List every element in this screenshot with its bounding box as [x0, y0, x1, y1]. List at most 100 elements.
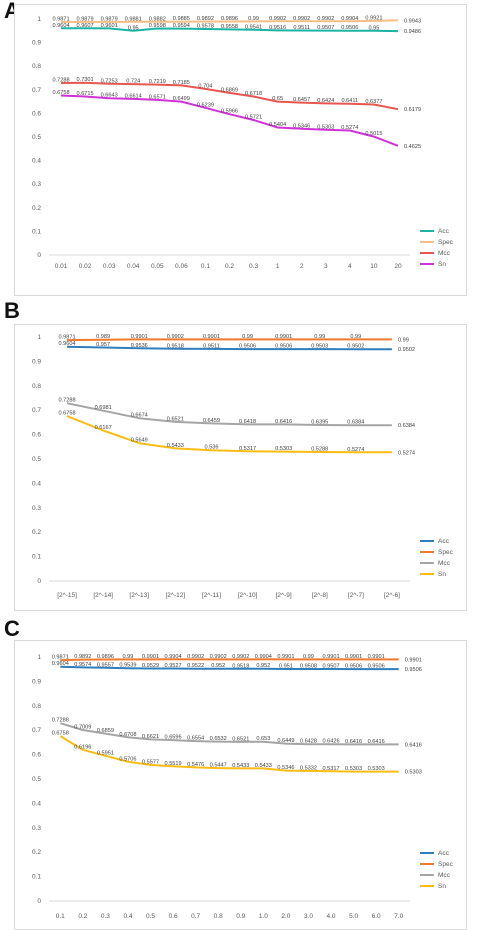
- data-label: 0.9604: [52, 23, 69, 29]
- data-label: 0.5346: [293, 123, 310, 129]
- x-tick-label: 0.3: [101, 913, 110, 920]
- y-tick-label: 0.8: [32, 703, 41, 710]
- data-label: 0.9527: [165, 663, 182, 669]
- data-label: 0.9529: [142, 663, 159, 669]
- data-label: 0.99: [350, 334, 361, 340]
- data-label: 0.99: [123, 654, 134, 660]
- data-label: 0.9881: [125, 16, 142, 22]
- data-label: 0.6758: [52, 731, 69, 737]
- line-chart-b: 0 0.1 0.2 0.3 0.4 0.5 0.6 0.7 0.8 0.9 1 [2^-15] [2^-…: [32, 334, 454, 599]
- data-label: 0.9901: [405, 657, 422, 663]
- data-label: 0.6179: [404, 107, 421, 113]
- data-label: 0.5649: [131, 438, 148, 444]
- chart-frame: 0 0.1 0.2 0.3 0.4 0.5 0.6 0.7 0.8 0.9 1 [2^-15] [2^-…: [14, 324, 467, 611]
- data-label: 0.9921: [365, 15, 382, 21]
- data-label: 0.6596: [165, 735, 182, 741]
- data-label: 0.5015: [365, 131, 382, 137]
- panel-b: B 0 0.1 0.2 0.3 0.4 0.5 0.6 0.7 0.8 0.9 1 [2^-15] [2…: [0, 300, 477, 613]
- legend-label: Sn: [438, 261, 446, 268]
- data-label: 0.9882: [149, 16, 166, 22]
- data-label: 0.9896: [97, 654, 114, 660]
- series-line-mcc: [60, 81, 399, 111]
- x-tick-label: 2: [300, 263, 304, 270]
- data-label: 0.5404: [269, 122, 286, 128]
- panel-c: C 0 0.1 0.2 0.3 0.4 0.5 0.6 0.7 0.8 0.9 1 0.1 0.2 0.3…: [0, 618, 477, 930]
- data-label: 0.9904: [255, 654, 272, 660]
- y-tick-label: 0.5: [32, 134, 41, 141]
- y-tick-label: 0.3: [32, 505, 41, 512]
- data-label: 0.9578: [197, 23, 214, 29]
- data-label: 0.5346: [277, 765, 294, 771]
- x-tick-label: 0.02: [79, 263, 92, 270]
- line-chart-c: 0 0.1 0.2 0.3 0.4 0.5 0.6 0.7 0.8 0.9 1 0.1 0.2 0.3 0.…: [32, 654, 454, 920]
- x-tick-label: 6.0: [372, 913, 381, 920]
- data-label: 0.7009: [74, 724, 91, 730]
- data-label: 0.653: [256, 736, 270, 742]
- data-label: 0.6869: [221, 87, 238, 93]
- data-label: 0.9871: [58, 335, 75, 341]
- y-tick-label: 0.6: [32, 752, 41, 759]
- data-label: 0.9902: [210, 654, 227, 660]
- legend-label: Acc: [438, 228, 450, 235]
- data-label: 0.9601: [101, 23, 118, 29]
- data-label: 0.6614: [125, 93, 142, 99]
- data-label: 0.9901: [322, 654, 339, 660]
- data-label: 0.5433: [255, 763, 272, 769]
- data-label: 0.5303: [368, 766, 385, 772]
- data-label: 0.9598: [149, 23, 166, 29]
- data-label: 0.5721: [245, 114, 262, 120]
- data-label: 0.5706: [119, 756, 136, 762]
- y-tick-label: 0.1: [32, 874, 41, 881]
- data-label: 0.99: [398, 337, 409, 343]
- data-label: 0.9879: [101, 16, 118, 22]
- x-tick-label: 0.8: [214, 913, 223, 920]
- data-label: 0.9879: [77, 16, 94, 22]
- data-label: 0.9892: [197, 16, 214, 22]
- data-label: 0.6395: [311, 419, 328, 425]
- data-label: 0.9607: [77, 23, 94, 29]
- series-line-acc: [60, 665, 399, 671]
- data-label: 0.6718: [245, 91, 262, 97]
- data-label: 0.5274: [347, 447, 364, 453]
- y-tick-label: 0.8: [32, 383, 41, 390]
- line-chart-a: 0 0.1 0.2 0.3 0.4 0.5 0.6 0.7 0.8 0.9 1 0.01 0.02 0.0…: [32, 15, 454, 270]
- legend-label: Spec: [438, 549, 454, 556]
- x-tick-label: 0.06: [175, 263, 188, 270]
- series-line-acc: [66, 345, 392, 351]
- x-tick-label: 0.04: [127, 263, 140, 270]
- data-label: 0.5303: [317, 124, 334, 130]
- data-label: 0.6411: [341, 98, 358, 104]
- data-label: 0.9902: [232, 654, 249, 660]
- data-label: 0.99: [248, 16, 259, 22]
- y-tick-label: 0.4: [32, 800, 41, 807]
- data-label: 0.5433: [167, 443, 184, 449]
- data-label: 0.9511: [293, 25, 310, 31]
- x-tick-label: 1: [276, 263, 280, 270]
- data-label: 0.9506: [341, 25, 358, 31]
- data-label: 0.5476: [187, 762, 204, 768]
- data-label: 0.951: [279, 663, 293, 669]
- data-label: 0.9506: [345, 664, 362, 670]
- x-tick-label: 0.01: [55, 263, 68, 270]
- data-label: 0.9871: [52, 17, 69, 23]
- data-label: 0.9503: [311, 344, 328, 350]
- x-tick-label: [2^-13]: [129, 592, 149, 599]
- data-label: 0.7288: [52, 718, 69, 724]
- x-tick-label: 10: [370, 263, 378, 270]
- data-label: 0.5951: [97, 750, 114, 756]
- data-label: 0.9902: [317, 16, 334, 22]
- x-tick-label: 20: [394, 263, 402, 270]
- data-label: 0.9507: [322, 664, 339, 670]
- legend-label: Spec: [438, 861, 454, 868]
- x-tick-label: [2^-14]: [93, 592, 113, 599]
- x-tick-label: 0.2: [78, 913, 87, 920]
- y-tick-label: 1: [37, 654, 41, 661]
- legend-label: Mcc: [438, 872, 451, 879]
- y-tick-label: 0.2: [32, 849, 41, 856]
- data-label: 0.9486: [404, 29, 421, 35]
- x-tick-label: 0.05: [151, 263, 164, 270]
- data-label: 0.9506: [275, 344, 292, 350]
- y-tick-label: 1: [37, 334, 41, 341]
- data-label: 0.5447: [210, 763, 227, 769]
- data-label: 0.6981: [95, 405, 112, 411]
